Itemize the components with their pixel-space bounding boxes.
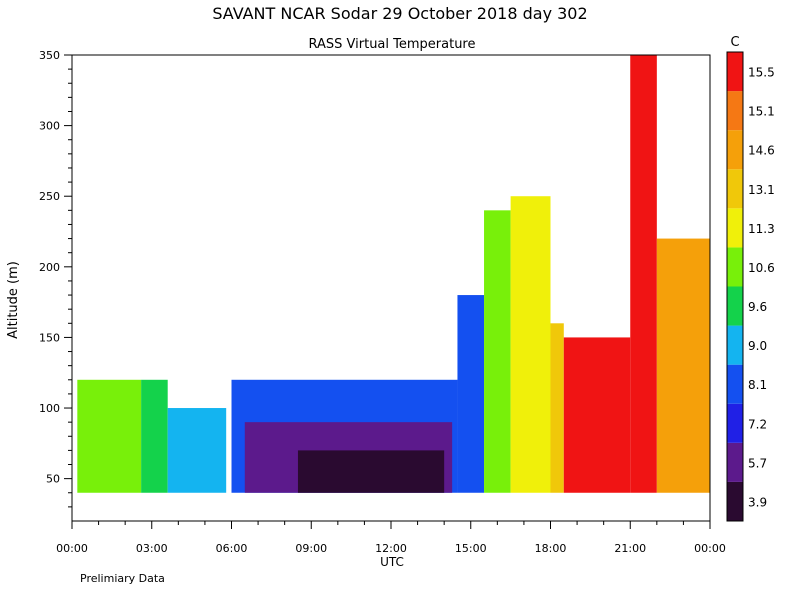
field-region-10 <box>563 337 631 493</box>
chart-title: SAVANT NCAR Sodar 29 October 2018 day 30… <box>212 4 587 23</box>
x-axis-label: UTC <box>380 555 404 569</box>
colorbar-swatch <box>727 169 743 209</box>
x-tick-label: 00:00 <box>694 542 726 555</box>
colorbar-label: 5.7 <box>748 456 767 470</box>
x-axis: 00:00 03:00 06:00 09:00 12:00 15:00 18:00 21:00… <box>56 521 726 555</box>
x-tick-label: 06:00 <box>216 542 248 555</box>
colorbar-label: 10.6 <box>748 261 775 275</box>
temperature-field <box>77 55 710 493</box>
field-region-9 <box>550 323 564 493</box>
colorbar-swatch <box>727 247 743 287</box>
field-region-6 <box>457 295 485 493</box>
y-tick-label: 250 <box>39 190 60 203</box>
chart-subtitle: RASS Virtual Temperature <box>309 37 476 52</box>
y-tick-label: 350 <box>39 49 60 62</box>
y-axis: 50 100 150 200 250 300 350 <box>39 49 72 508</box>
field-region-8 <box>510 196 551 493</box>
y-tick-label: 300 <box>39 120 60 133</box>
field-region-0 <box>77 379 142 493</box>
y-tick-label: 50 <box>46 473 60 486</box>
plot-area: 00:00 03:00 06:00 09:00 12:00 15:00 18:00 21:00… <box>39 49 726 555</box>
colorbar-swatch <box>727 442 743 482</box>
field-region-2 <box>167 408 227 493</box>
field-region-1 <box>141 379 168 493</box>
colorbar-frame <box>726 51 744 522</box>
field-region-7 <box>484 210 511 493</box>
colorbar-label: 9.6 <box>748 300 767 314</box>
field-region-11 <box>630 55 657 493</box>
y-axis-label: Altitude (m) <box>6 261 21 339</box>
field-region-5 <box>297 450 445 493</box>
colorbar-label: 7.2 <box>748 417 767 431</box>
colorbar-swatch <box>727 91 743 131</box>
x-tick-label: 03:00 <box>136 542 168 555</box>
y-tick-label: 150 <box>39 331 60 344</box>
colorbar-label: 14.6 <box>748 144 775 158</box>
footnote: Prelimiary Data <box>80 572 165 585</box>
colorbar-label: 9.0 <box>748 339 767 353</box>
colorbar-label: 15.1 <box>748 105 775 119</box>
colorbar-swatch <box>727 52 743 92</box>
x-tick-label: 00:00 <box>56 542 88 555</box>
y-tick-label: 200 <box>39 261 60 274</box>
colorbar-label: 13.1 <box>748 183 775 197</box>
field-region-12 <box>656 238 710 493</box>
x-tick-label: 21:00 <box>614 542 646 555</box>
colorbar-swatch <box>727 403 743 443</box>
y-tick-label: 100 <box>39 402 60 415</box>
x-tick-label: 18:00 <box>535 542 567 555</box>
x-tick-label: 15:00 <box>455 542 487 555</box>
x-tick-label: 12:00 <box>375 542 407 555</box>
colorbar-swatch <box>727 481 743 521</box>
x-tick-label: 09:00 <box>295 542 327 555</box>
colorbar-swatch <box>727 286 743 326</box>
colorbar-swatch <box>727 325 743 365</box>
colorbar: C 3.9 5.7 7.2 8.1 9.0 9.6 10.6 11.3 13.1 14.6 15.1… <box>726 35 775 522</box>
colorbar-swatch <box>727 130 743 170</box>
colorbar-swatch <box>727 364 743 404</box>
colorbar-label: 3.9 <box>748 495 767 509</box>
colorbar-label: 15.5 <box>748 66 775 80</box>
colorbar-label: 11.3 <box>748 222 775 236</box>
colorbar-label: 8.1 <box>748 378 767 392</box>
colorbar-unit: C <box>730 35 739 50</box>
colorbar-swatch <box>727 208 743 248</box>
